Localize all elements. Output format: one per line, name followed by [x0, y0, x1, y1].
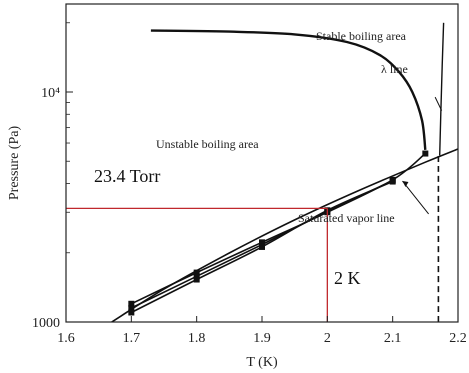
- lambda-line-label: λ line: [381, 62, 408, 76]
- series-line-lambda: [439, 22, 445, 156]
- y-axis-title: Pressure (Pa): [7, 126, 22, 201]
- data-point-marker: [128, 309, 135, 316]
- data-point-marker: [193, 269, 200, 276]
- data-point-marker: [128, 305, 135, 312]
- series-line-boundary: [150, 29, 427, 151]
- saturated-vapor-label: Saturated vapor line: [298, 211, 395, 225]
- data-point-marker: [193, 273, 200, 280]
- x-tick-label: 1.9: [253, 331, 271, 346]
- y-tick-label: 1000: [32, 316, 60, 331]
- saturated-pointer-arrowhead: [402, 181, 409, 188]
- axis-ticks: 1.6 1.7 1.8 1.9 2 2.1 2.2 1000 10⁴: [32, 22, 467, 346]
- y-tick-label: 10⁴: [41, 86, 60, 101]
- saturated-pointer-line: [402, 180, 429, 215]
- temperature-callout-label: 2 K: [334, 268, 361, 288]
- data-point-marker: [128, 300, 135, 307]
- stable-boiling-label: Stable boiling area: [316, 29, 407, 43]
- x-tick-label: 2.2: [449, 331, 467, 346]
- series-line-saturated_vapor: [111, 148, 458, 322]
- x-tick-label: 2.1: [384, 331, 402, 346]
- x-axis-title: T (K): [246, 355, 278, 370]
- plot-content: [66, 22, 458, 322]
- lambda-pointer-line: [434, 96, 443, 111]
- unstable-boiling-label: Unstable boiling area: [156, 137, 259, 151]
- x-tick-label: 1.6: [57, 331, 75, 346]
- data-point-marker: [259, 243, 265, 250]
- x-tick-label: 2: [324, 331, 331, 346]
- data-point-marker: [389, 178, 396, 185]
- data-point-marker: [422, 150, 429, 157]
- pressure-callout-label: 23.4 Torr: [94, 166, 160, 186]
- data-point-marker: [193, 276, 200, 283]
- x-tick-label: 1.7: [123, 331, 141, 346]
- x-tick-label: 1.8: [188, 331, 206, 346]
